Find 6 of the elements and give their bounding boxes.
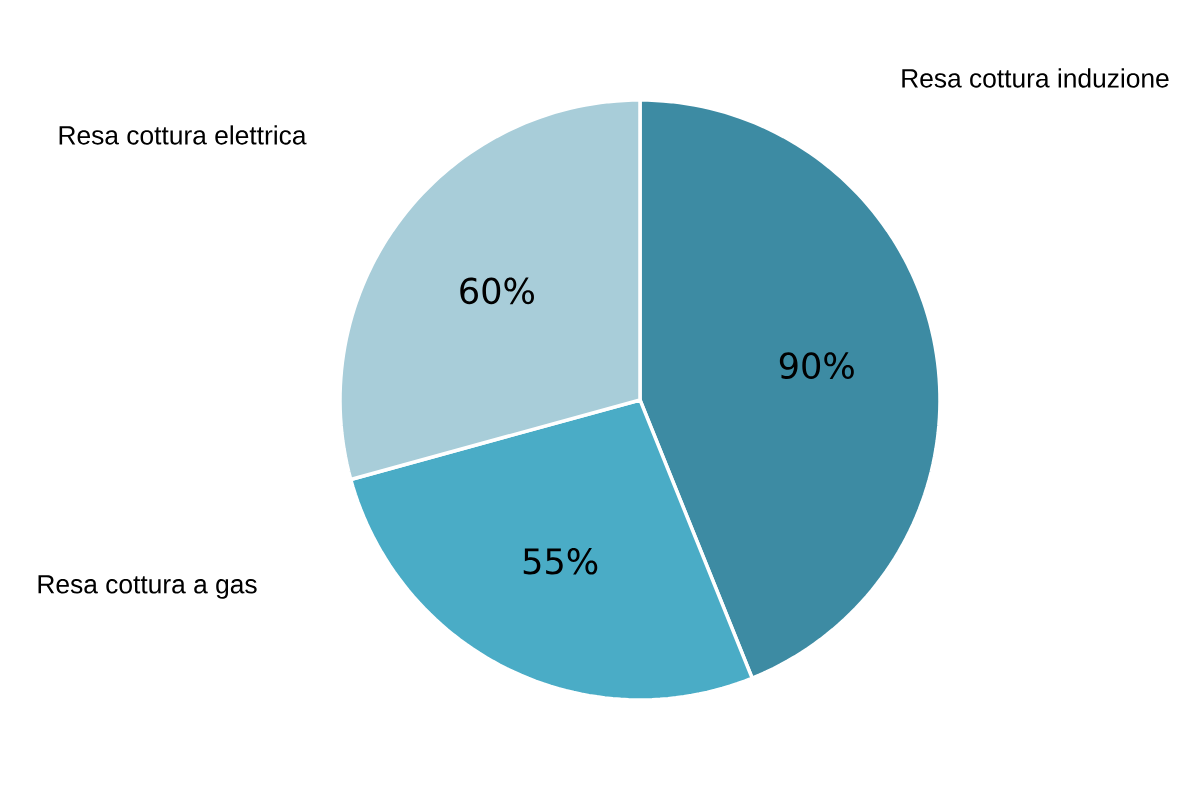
data-label: 55%	[523, 547, 598, 575]
slice-label: Resa cottura elettrica	[59, 125, 307, 145]
data-label: 60%	[460, 277, 534, 305]
slice-label: Resa cottura induzione	[902, 68, 1169, 88]
slice-label: Resa cottura a gas	[38, 575, 257, 599]
data-label: 90%	[779, 352, 854, 380]
